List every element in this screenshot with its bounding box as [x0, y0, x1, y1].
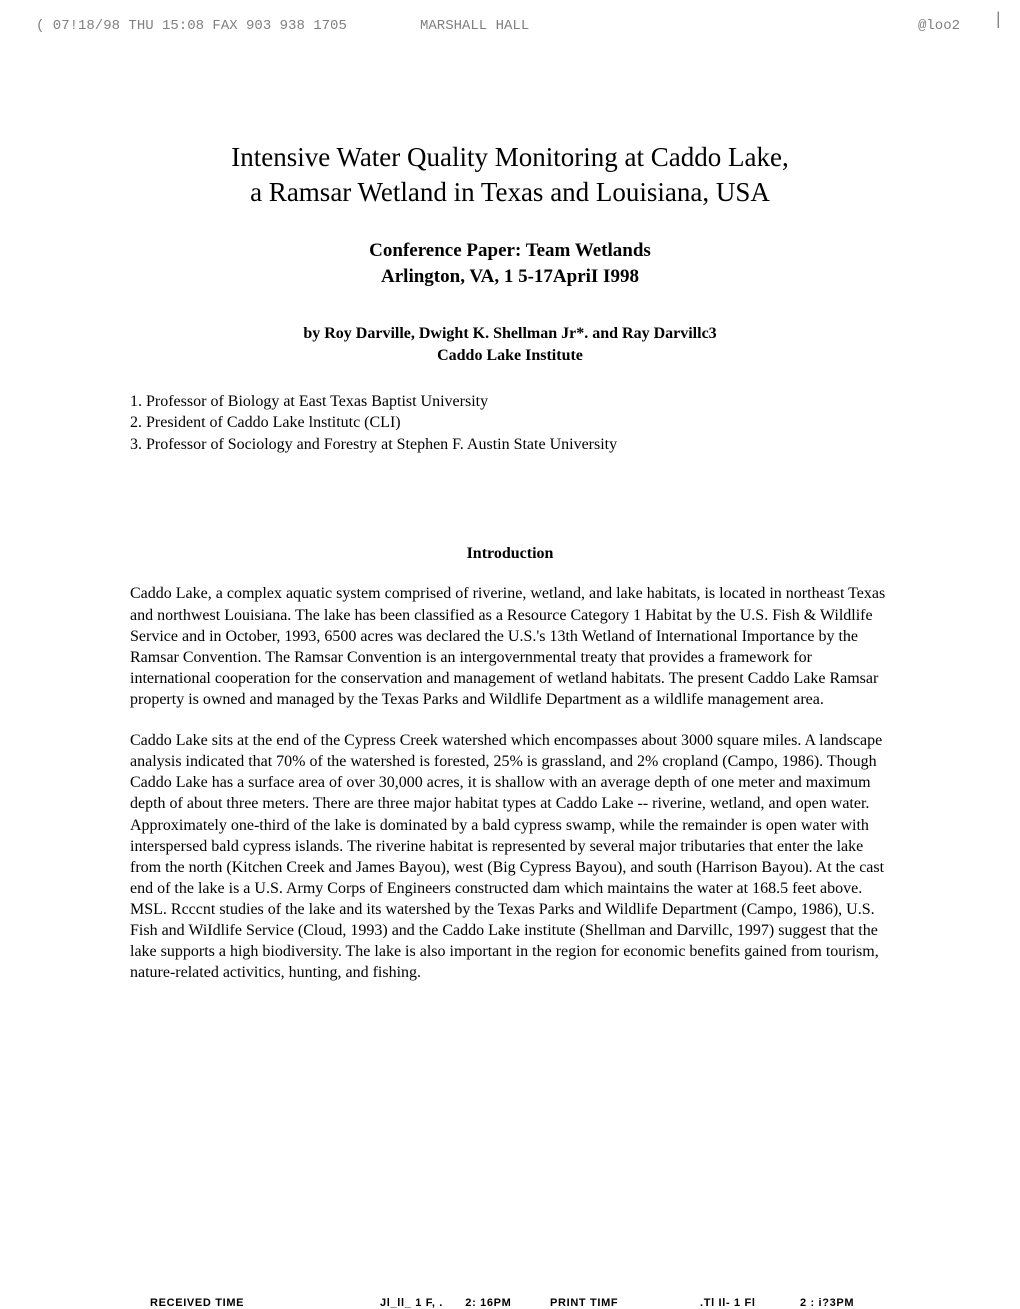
footer-time-2: 2 : i?3PM: [800, 1297, 854, 1309]
fax-header-left: ( 07!18/98 THU 15:08 FAX 903 938 1705: [36, 18, 347, 34]
title-line-2: a Ramsar Wetland in Texas and Louisiana,…: [250, 177, 770, 207]
footer-received-label: RECEIVED TIME: [150, 1297, 244, 1309]
fax-header-center: MARSHALL HALL: [420, 18, 529, 34]
fax-header-right: @loo2: [918, 18, 960, 34]
affiliation-1: 1. Professor of Biology at East Texas Ba…: [130, 391, 890, 413]
byline-institute: Caddo Lake Institute: [437, 347, 583, 364]
footer-print-label: PRINT TIMF: [550, 1297, 618, 1309]
affiliation-3: 3. Professor of Sociology and Forestry a…: [130, 434, 890, 456]
byline-block: by Roy Darville, Dwight K. Shellman Jr*.…: [130, 323, 890, 366]
body-paragraph-2: Caddo Lake sits at the end of the Cypres…: [130, 730, 890, 983]
affiliations-list: 1. Professor of Biology at East Texas Ba…: [130, 391, 890, 456]
section-heading-introduction: Introduction: [130, 545, 890, 563]
footer-code-2: .Tl Il- 1 Fl: [700, 1297, 756, 1309]
page-corner-marker: |: [996, 8, 1000, 29]
affiliation-2: 2. President of Caddo Lake lnstitutc (CL…: [130, 412, 890, 434]
document-title: Intensive Water Quality Monitoring at Ca…: [130, 140, 890, 210]
footer-time-1: 2: 16PM: [465, 1297, 511, 1309]
page-content: Intensive Water Quality Monitoring at Ca…: [130, 140, 890, 1003]
conference-line-2: Arlington, VA, 1 5-17ApriI I998: [381, 266, 639, 287]
title-line-1: Intensive Water Quality Monitoring at Ca…: [231, 142, 788, 172]
footer-code-1: Jl_ll_ 1 F, .: [380, 1297, 443, 1309]
body-paragraph-1: Caddo Lake, a complex aquatic system com…: [130, 583, 890, 710]
conference-block: Conference Paper: Team Wetlands Arlingto…: [130, 238, 890, 289]
conference-line-1: Conference Paper: Team Wetlands: [369, 240, 651, 261]
byline-authors: by Roy Darville, Dwight K. Shellman Jr*.…: [303, 325, 716, 342]
